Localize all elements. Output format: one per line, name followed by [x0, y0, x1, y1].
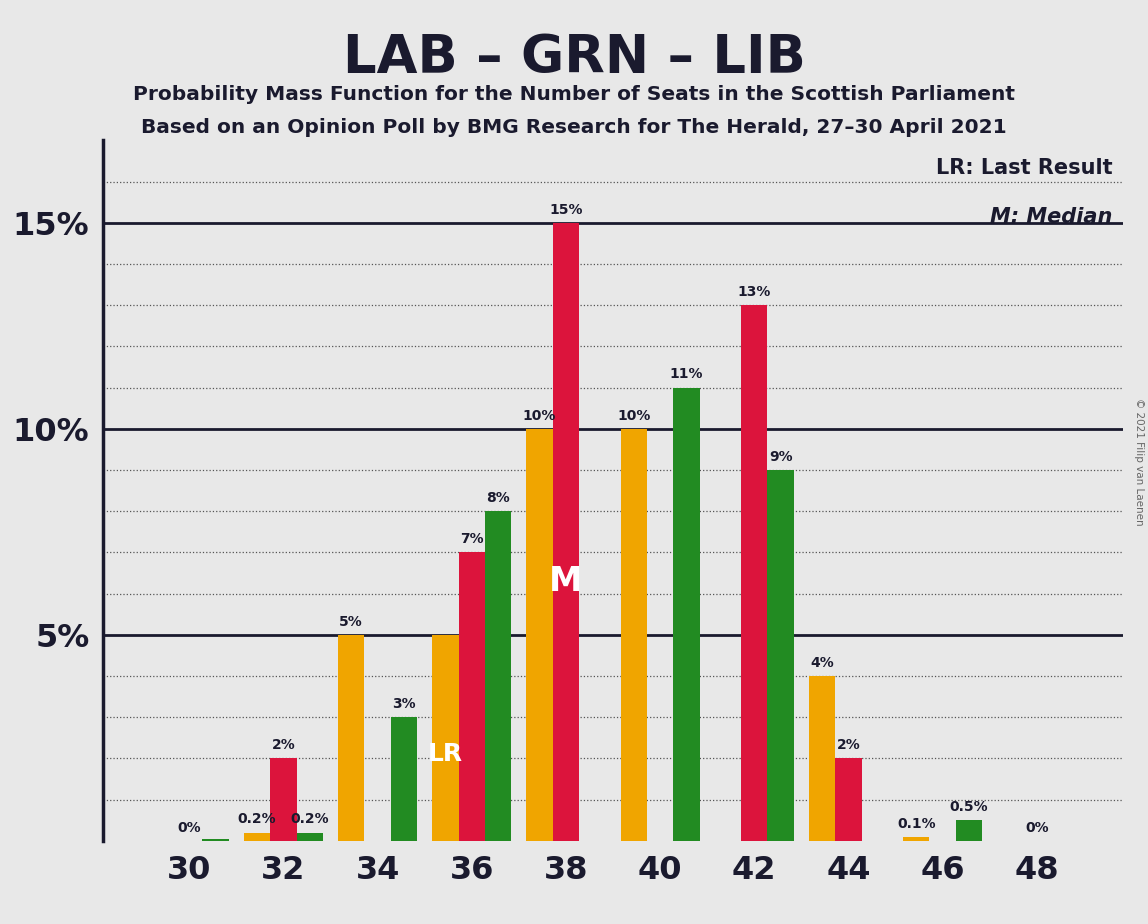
Bar — [270, 759, 296, 841]
Text: 4%: 4% — [810, 656, 833, 670]
Text: 13%: 13% — [738, 286, 771, 299]
Text: Based on an Opinion Poll by BMG Research for The Herald, 27–30 April 2021: Based on an Opinion Poll by BMG Research… — [141, 118, 1007, 138]
Text: 10%: 10% — [618, 408, 651, 422]
Bar — [484, 511, 511, 841]
Text: LAB – GRN – LIB: LAB – GRN – LIB — [342, 32, 806, 84]
Bar — [527, 429, 552, 841]
Text: 9%: 9% — [769, 450, 792, 464]
Bar — [458, 553, 484, 841]
Text: © 2021 Filip van Laenen: © 2021 Filip van Laenen — [1134, 398, 1143, 526]
Bar — [552, 223, 579, 841]
Bar — [390, 717, 417, 841]
Text: 0.2%: 0.2% — [238, 812, 277, 826]
Text: 8%: 8% — [487, 491, 510, 505]
Text: LR: LR — [428, 742, 463, 766]
Bar — [338, 635, 364, 841]
Bar — [956, 821, 983, 841]
Bar — [903, 837, 930, 841]
Text: M: M — [549, 565, 582, 598]
Text: 0.2%: 0.2% — [290, 812, 329, 826]
Text: 2%: 2% — [837, 738, 860, 752]
Bar — [243, 833, 270, 841]
Bar — [296, 833, 323, 841]
Bar — [809, 676, 836, 841]
Bar — [742, 305, 768, 841]
Text: 10%: 10% — [522, 408, 557, 422]
Bar — [202, 839, 228, 841]
Text: 0.5%: 0.5% — [949, 800, 988, 814]
Text: 3%: 3% — [393, 697, 416, 711]
Text: Probability Mass Function for the Number of Seats in the Scottish Parliament: Probability Mass Function for the Number… — [133, 85, 1015, 104]
Text: 7%: 7% — [460, 532, 483, 546]
Bar — [836, 759, 862, 841]
Text: 2%: 2% — [272, 738, 295, 752]
Text: 0%: 0% — [178, 821, 201, 834]
Text: 5%: 5% — [340, 614, 363, 628]
Text: M: Median: M: Median — [991, 207, 1112, 227]
Bar — [432, 635, 458, 841]
Text: 11%: 11% — [669, 368, 704, 382]
Bar — [674, 388, 699, 841]
Text: LR: Last Result: LR: Last Result — [936, 158, 1112, 178]
Text: 0%: 0% — [1025, 821, 1048, 834]
Bar — [621, 429, 647, 841]
Bar — [768, 470, 794, 841]
Text: 0.1%: 0.1% — [897, 817, 936, 831]
Text: 15%: 15% — [549, 202, 583, 216]
